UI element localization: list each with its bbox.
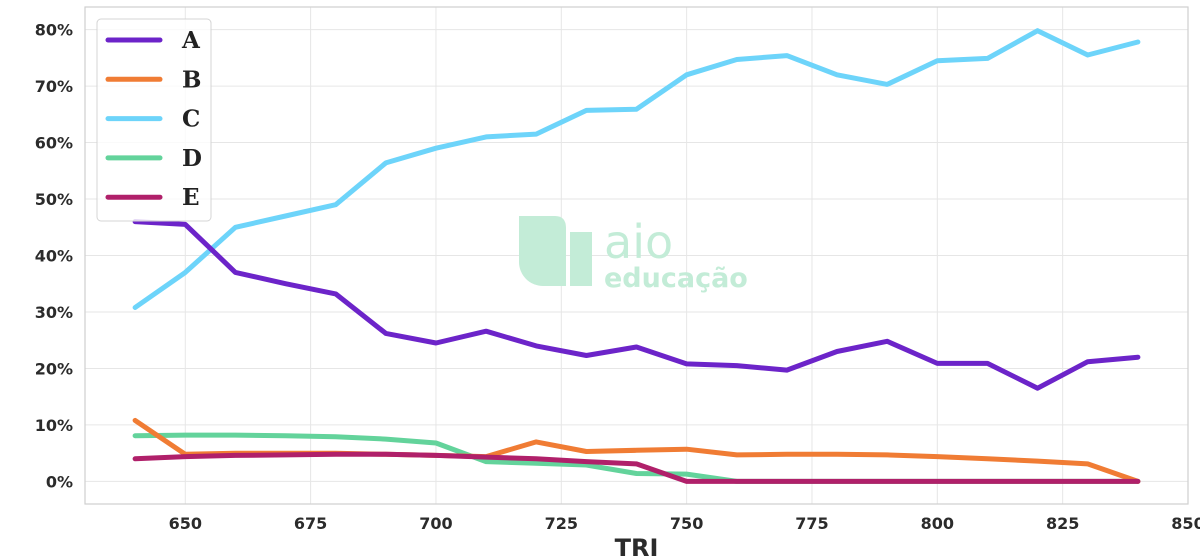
x-tick-label: 650 bbox=[169, 514, 202, 533]
watermark-line2: educação bbox=[604, 263, 748, 294]
x-tick-labels: 650 675 700 725 750 775 800 825 850 bbox=[169, 514, 1200, 533]
series-layer bbox=[132, 28, 1141, 484]
y-tick-label: 40% bbox=[35, 247, 73, 266]
y-tick-label: 20% bbox=[35, 359, 73, 378]
x-tick-label: 825 bbox=[1046, 514, 1079, 533]
legend-label-d: D bbox=[182, 145, 202, 172]
y-tick-label: 80% bbox=[35, 21, 73, 40]
series-line-c bbox=[132, 28, 1141, 310]
watermark: aio educação bbox=[519, 215, 748, 294]
x-axis-title: TRI bbox=[615, 534, 659, 560]
series-line-e bbox=[132, 451, 1141, 484]
x-tick-label: 750 bbox=[670, 514, 703, 533]
legend-label-b: B bbox=[182, 66, 201, 93]
y-tick-label: 70% bbox=[35, 77, 73, 96]
y-tick-label: 30% bbox=[35, 303, 73, 322]
legend-label-c: C bbox=[182, 106, 200, 133]
grid bbox=[85, 7, 1189, 504]
series-line-a bbox=[132, 219, 1141, 391]
y-tick-label: 60% bbox=[35, 134, 73, 153]
x-tick-label: 675 bbox=[294, 514, 327, 533]
x-tick-label: 775 bbox=[795, 514, 828, 533]
watermark-line1: aio bbox=[604, 215, 673, 269]
x-tick-label: 725 bbox=[545, 514, 578, 533]
y-tick-label: 10% bbox=[35, 416, 73, 435]
x-tick-label: 850 bbox=[1171, 514, 1200, 533]
x-tick-label: 700 bbox=[419, 514, 452, 533]
legend-label-e: E bbox=[182, 184, 200, 211]
y-tick-label: 50% bbox=[35, 190, 73, 209]
aio-logo-icon bbox=[519, 216, 592, 286]
x-tick-label: 800 bbox=[921, 514, 954, 533]
legend-label-a: A bbox=[181, 27, 201, 54]
y-tick-label: 0% bbox=[46, 472, 73, 491]
plot-frame bbox=[84, 6, 1189, 505]
y-tick-labels: 0% 10% 20% 30% 40% 50% 60% 70% 80% bbox=[35, 21, 73, 492]
